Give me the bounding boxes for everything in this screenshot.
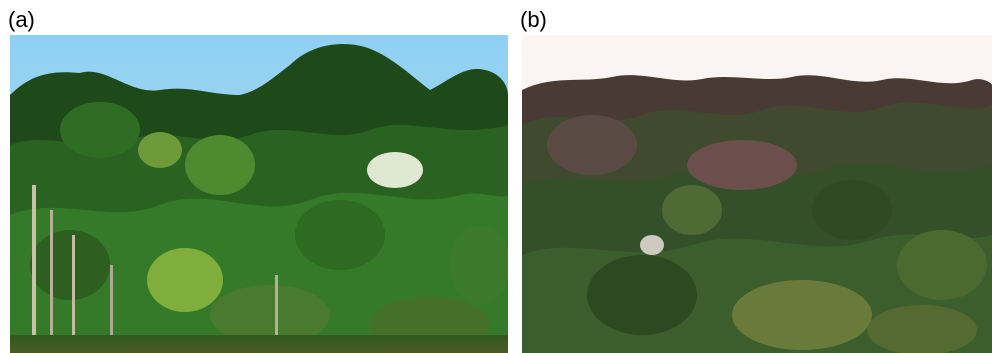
forest-photo-a bbox=[10, 35, 508, 353]
panel-label-a: (a) bbox=[8, 7, 35, 32]
forest-photo-b bbox=[522, 35, 992, 353]
forest-photo-a-image bbox=[10, 35, 508, 353]
panel-label-b: (b) bbox=[520, 7, 547, 32]
forest-photo-b-image bbox=[522, 35, 992, 353]
